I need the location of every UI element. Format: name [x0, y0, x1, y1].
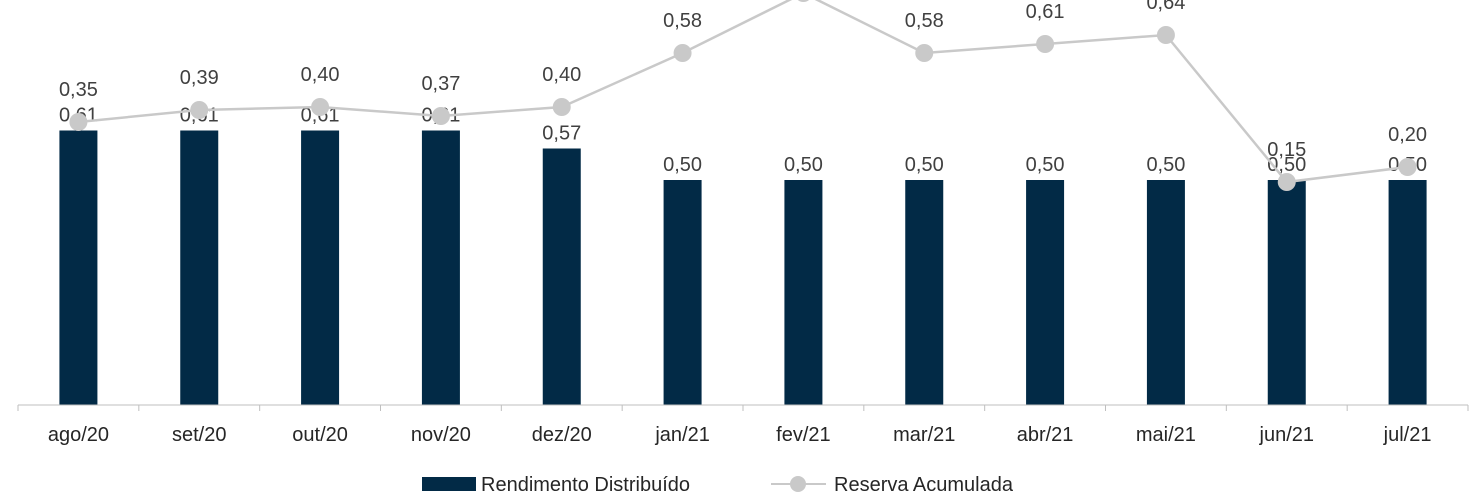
- legend-label-bar: Rendimento Distribuído: [481, 474, 690, 494]
- bar-jan/21: [663, 180, 702, 405]
- x-tick-label: mai/21: [1136, 424, 1196, 446]
- bar-label: 0,50: [1026, 154, 1065, 176]
- line-label: 0,58: [663, 10, 702, 32]
- line-label: 0,40: [301, 64, 340, 86]
- line-point-jan/21: [673, 44, 692, 62]
- x-tick-label: nov/20: [411, 424, 471, 446]
- line-point-mai/21: [1156, 26, 1175, 44]
- reserva-line: [78, 0, 1408, 184]
- line-point-ago/20: [69, 113, 88, 131]
- line-label: 0,20: [1388, 124, 1427, 146]
- bar-out/20: [301, 130, 340, 405]
- x-tick-label: jul/21: [1383, 424, 1432, 446]
- bar-abr/21: [1026, 180, 1065, 405]
- bar-data-labels: 0,610,610,610,610,570,500,500,500,500,50…: [59, 105, 1427, 177]
- bar-set/20: [180, 130, 219, 405]
- line-label: 0,40: [542, 64, 581, 86]
- bar-label: 0,50: [1146, 154, 1185, 176]
- bar-label: 0,50: [905, 154, 944, 176]
- line-point-out/20: [311, 98, 330, 116]
- line-point-jul/21: [1398, 158, 1417, 176]
- line-series: [69, 0, 1417, 191]
- x-tick-label: abr/21: [1017, 424, 1074, 446]
- line-point-jun/21: [1277, 173, 1296, 191]
- x-tick-label: dez/20: [532, 424, 592, 446]
- bar-label: 0,50: [663, 154, 702, 176]
- x-tick-label: out/20: [292, 424, 348, 446]
- bar-series: [59, 130, 1427, 405]
- line-label: 0,64: [1146, 0, 1185, 14]
- bar-nov/20: [421, 130, 460, 405]
- bar-dez/20: [542, 148, 581, 405]
- legend: Rendimento Distribuído Reserva Acumulada: [422, 474, 1014, 494]
- line-point-dez/20: [552, 98, 571, 116]
- line-label: 0,58: [905, 10, 944, 32]
- bar-fev/21: [784, 180, 823, 405]
- bar-label: 0,50: [784, 154, 823, 176]
- x-tick-label: jun/21: [1259, 424, 1315, 446]
- bar-mar/21: [905, 180, 944, 405]
- line-label: 0,37: [421, 73, 460, 95]
- line-point-set/20: [190, 101, 209, 119]
- line-point-abr/21: [1036, 35, 1055, 53]
- bar-jun/21: [1267, 180, 1306, 405]
- x-tick-label: mar/21: [893, 424, 955, 446]
- legend-swatch-marker: [790, 476, 806, 492]
- bar-label: 0,57: [542, 123, 581, 145]
- line-data-labels: 0,350,390,400,370,400,580,780,580,610,64…: [59, 0, 1427, 161]
- legend-swatch-bar: [422, 477, 476, 491]
- line-label: 0,39: [180, 67, 219, 89]
- x-tick-label: fev/21: [776, 424, 830, 446]
- line-point-fev/21: [797, 0, 810, 2]
- bar-mai/21: [1146, 180, 1185, 405]
- line-point-nov/20: [431, 107, 450, 125]
- x-tick-label: set/20: [172, 424, 226, 446]
- line-label: 0,35: [59, 79, 98, 101]
- line-label: 0,15: [1267, 139, 1306, 161]
- bar-jul/21: [1388, 180, 1427, 405]
- x-axis-tick-labels: ago/20 set/20 out/20 nov/20 dez/20 jan/21 fev/…: [48, 424, 1432, 446]
- x-tick-label: jan/21: [654, 424, 710, 446]
- line-label: 0,61: [1026, 1, 1065, 23]
- x-axis-ticks: [17, 405, 1469, 411]
- x-tick-label: ago/20: [48, 424, 109, 446]
- bar-ago/20: [59, 130, 98, 405]
- line-point-mar/21: [915, 44, 934, 62]
- legend-label-line: Reserva Acumulada: [834, 474, 1014, 494]
